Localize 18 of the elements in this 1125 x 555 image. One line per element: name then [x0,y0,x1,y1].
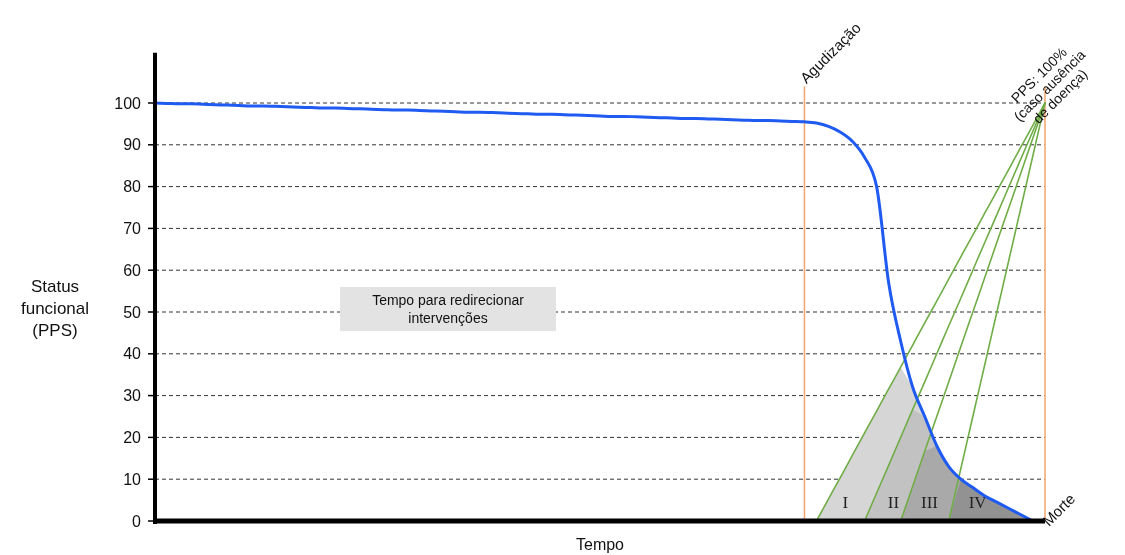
series-label: III [921,493,939,513]
x-axis-title: Tempo [575,536,625,553]
series-label: I [842,493,849,513]
y-tick-label: 100 [114,94,142,112]
series-label: II [887,493,900,513]
y-tick-label: 60 [123,261,142,279]
y-tick-label: 70 [123,220,142,237]
y-tick-label: 10 [123,470,142,488]
y-tick-label: 80 [123,178,142,196]
series-label: IV [968,493,988,513]
y-tick-label: 20 [123,429,142,446]
y-axis-title: Status funcional (PPS) [20,277,90,340]
y-tick-label: 0 [132,512,142,530]
y-tick-label: 30 [123,387,142,405]
y-tick-label: 50 [123,303,142,321]
annotation: Tempo para redirecionar intervenções [372,292,525,326]
y-tick-label: 90 [123,136,142,154]
y-tick-label: 40 [123,345,142,363]
